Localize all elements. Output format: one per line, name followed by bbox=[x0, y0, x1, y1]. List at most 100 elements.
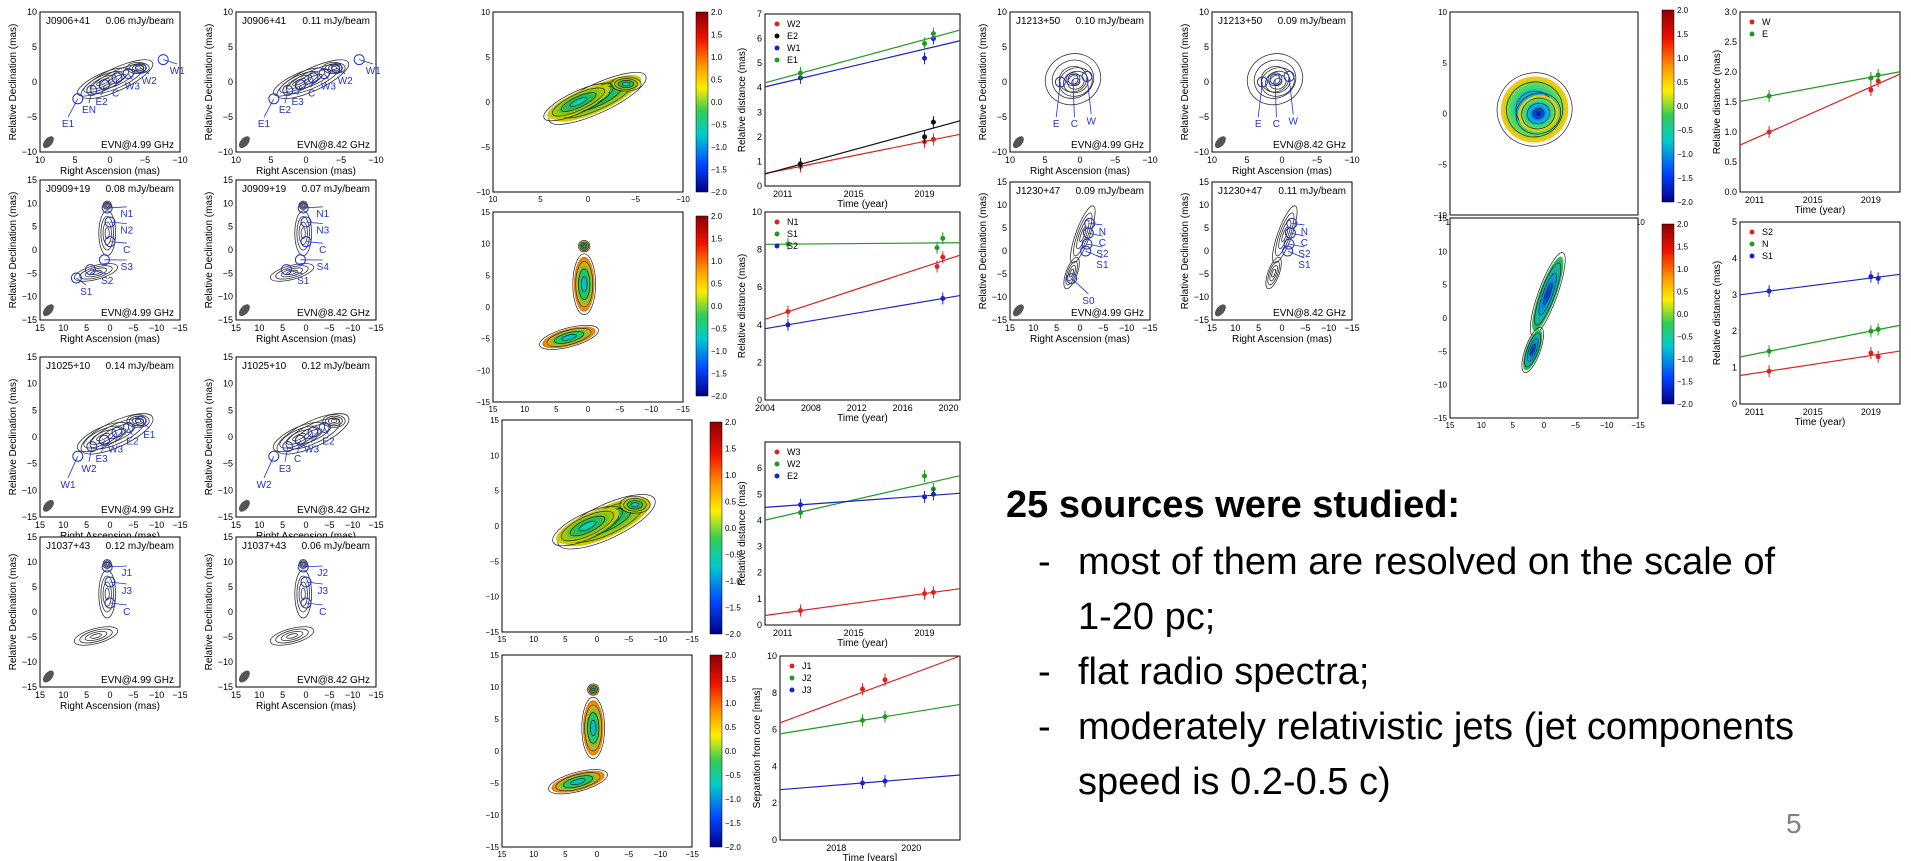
x-tick-label: 2015 bbox=[1803, 407, 1823, 417]
y-tick-label: −10 bbox=[218, 292, 233, 302]
x-tick-label: −5 bbox=[1300, 323, 1310, 333]
component-label: N1 bbox=[120, 209, 133, 220]
component-leader bbox=[1072, 79, 1075, 118]
component-label: E3 bbox=[279, 464, 292, 475]
contour-line bbox=[614, 78, 638, 90]
x-axis-label: Right Ascension (mas) bbox=[1232, 334, 1332, 345]
y-tick-label: 10 bbox=[490, 683, 499, 692]
x-tick-label: 5 bbox=[563, 635, 568, 644]
x-tick-label: 10 bbox=[520, 405, 529, 414]
x-tick-label: 0 bbox=[107, 323, 112, 333]
x-tick-label: 10 bbox=[35, 155, 45, 165]
x-axis-label: Time (year) bbox=[837, 199, 888, 210]
contour-line bbox=[1521, 326, 1544, 374]
contour-line bbox=[1534, 262, 1562, 326]
y-axis-label: Separation from core [mas] bbox=[752, 687, 763, 808]
contour-line bbox=[1051, 59, 1095, 99]
x-tick-label: 15 bbox=[498, 635, 507, 644]
legend-marker bbox=[774, 219, 780, 225]
component-label: S1 bbox=[297, 276, 310, 287]
contour-line bbox=[557, 494, 656, 550]
y-tick-label: 4 bbox=[757, 83, 762, 93]
x-tick-label: 0 bbox=[303, 155, 308, 165]
component-marker bbox=[280, 264, 292, 276]
x-tick-label: 0 bbox=[303, 323, 308, 333]
radio-map-panel: E C W J1213+50 0.10 mJy/beam EVN@4.99 GHz 10 10… bbox=[978, 7, 1158, 177]
y-tick-label: 1 bbox=[1732, 363, 1737, 373]
x-axis-label: Right Ascension (mas) bbox=[1030, 166, 1130, 177]
x-tick-label: −5 bbox=[624, 850, 634, 859]
component-leader bbox=[311, 432, 314, 443]
x-tick-label: 10 bbox=[254, 690, 264, 700]
y-tick-label: −5 bbox=[27, 459, 37, 469]
component-marker bbox=[1082, 227, 1094, 239]
contour-line bbox=[553, 331, 585, 344]
component-leader bbox=[305, 221, 323, 224]
component-label: C bbox=[1273, 119, 1280, 130]
colorbar-tick-label: −1.5 bbox=[1677, 174, 1693, 183]
noise-level: 0.07 mJy/beam bbox=[302, 184, 370, 195]
x-tick-label: 5 bbox=[1042, 155, 1047, 165]
y-axis-label: Relative Declination (mas) bbox=[204, 379, 215, 496]
x-tick-label: 10 bbox=[1230, 323, 1240, 333]
colorbar-tick-label: −1.5 bbox=[1677, 378, 1693, 387]
contour-line bbox=[294, 69, 332, 90]
component-leader bbox=[1055, 81, 1061, 118]
y-tick-label: 5 bbox=[1002, 42, 1007, 52]
fit-line bbox=[764, 120, 961, 175]
component-leader bbox=[1288, 76, 1294, 115]
component-leader bbox=[107, 206, 127, 209]
contour-line bbox=[322, 414, 346, 428]
y-tick-label: 10 bbox=[27, 198, 37, 208]
x-tick-label: −15 bbox=[368, 520, 383, 530]
observing-band: EVN@8.42 GHz bbox=[297, 505, 370, 516]
contour-line bbox=[129, 415, 147, 427]
x-tick-label: 10 bbox=[1477, 421, 1486, 430]
x-tick-label: 2015 bbox=[844, 628, 864, 638]
colorbar-tick-label: −1.0 bbox=[711, 143, 727, 152]
contour-line bbox=[1079, 226, 1087, 242]
spectral-index-panel: 15 15 10 10 5 5 0 0 −5 −5 −10 −10 −15 −15 2.0 1.5 1.0 0.5… bbox=[485, 651, 741, 859]
x-axis-label: Right Ascension (mas) bbox=[256, 166, 356, 177]
colorbar bbox=[1661, 223, 1675, 405]
contour-line bbox=[83, 425, 123, 449]
colorbar-tick-label: −0.5 bbox=[1677, 333, 1693, 342]
contour-line bbox=[1267, 72, 1283, 86]
y-tick-label: 8 bbox=[772, 688, 777, 698]
x-tick-label: −10 bbox=[345, 690, 360, 700]
component-label: S4 bbox=[317, 262, 330, 273]
component-marker bbox=[268, 93, 280, 105]
contour-line bbox=[561, 334, 577, 341]
y-tick-label: −5 bbox=[997, 112, 1007, 122]
colorbar-tick-label: 0.5 bbox=[1677, 288, 1689, 297]
x-tick-label: 0 bbox=[303, 520, 308, 530]
y-tick-label: 0 bbox=[32, 607, 37, 617]
component-marker bbox=[135, 415, 147, 427]
chart-frame bbox=[779, 655, 961, 841]
component-marker bbox=[307, 72, 319, 84]
x-tick-label: 10 bbox=[254, 520, 264, 530]
source-name: J0906+41 bbox=[242, 16, 287, 27]
y-tick-label: 0 bbox=[1002, 246, 1007, 256]
contour-line bbox=[1543, 283, 1553, 305]
y-tick-label: 0 bbox=[32, 77, 37, 87]
x-tick-label: 2011 bbox=[773, 189, 792, 199]
contour-line bbox=[575, 261, 594, 308]
x-tick-label: 2015 bbox=[1803, 195, 1823, 205]
x-tick-label: 5 bbox=[538, 195, 543, 204]
source-name: J1037+43 bbox=[242, 541, 287, 552]
x-tick-label: 2011 bbox=[1745, 407, 1764, 417]
fit-line bbox=[764, 475, 961, 521]
component-leader bbox=[1257, 81, 1263, 118]
y-tick-label: 2 bbox=[772, 798, 777, 808]
y-tick-label: 0 bbox=[1443, 110, 1448, 119]
x-tick-label: 15 bbox=[231, 520, 241, 530]
data-point bbox=[882, 714, 888, 720]
x-tick-label: −10 bbox=[149, 690, 164, 700]
y-tick-label: 7 bbox=[757, 9, 762, 19]
y-tick-label: 0 bbox=[757, 620, 762, 630]
fit-line bbox=[779, 655, 961, 724]
x-tick-label: 2011 bbox=[1745, 195, 1764, 205]
component-marker bbox=[104, 236, 116, 248]
